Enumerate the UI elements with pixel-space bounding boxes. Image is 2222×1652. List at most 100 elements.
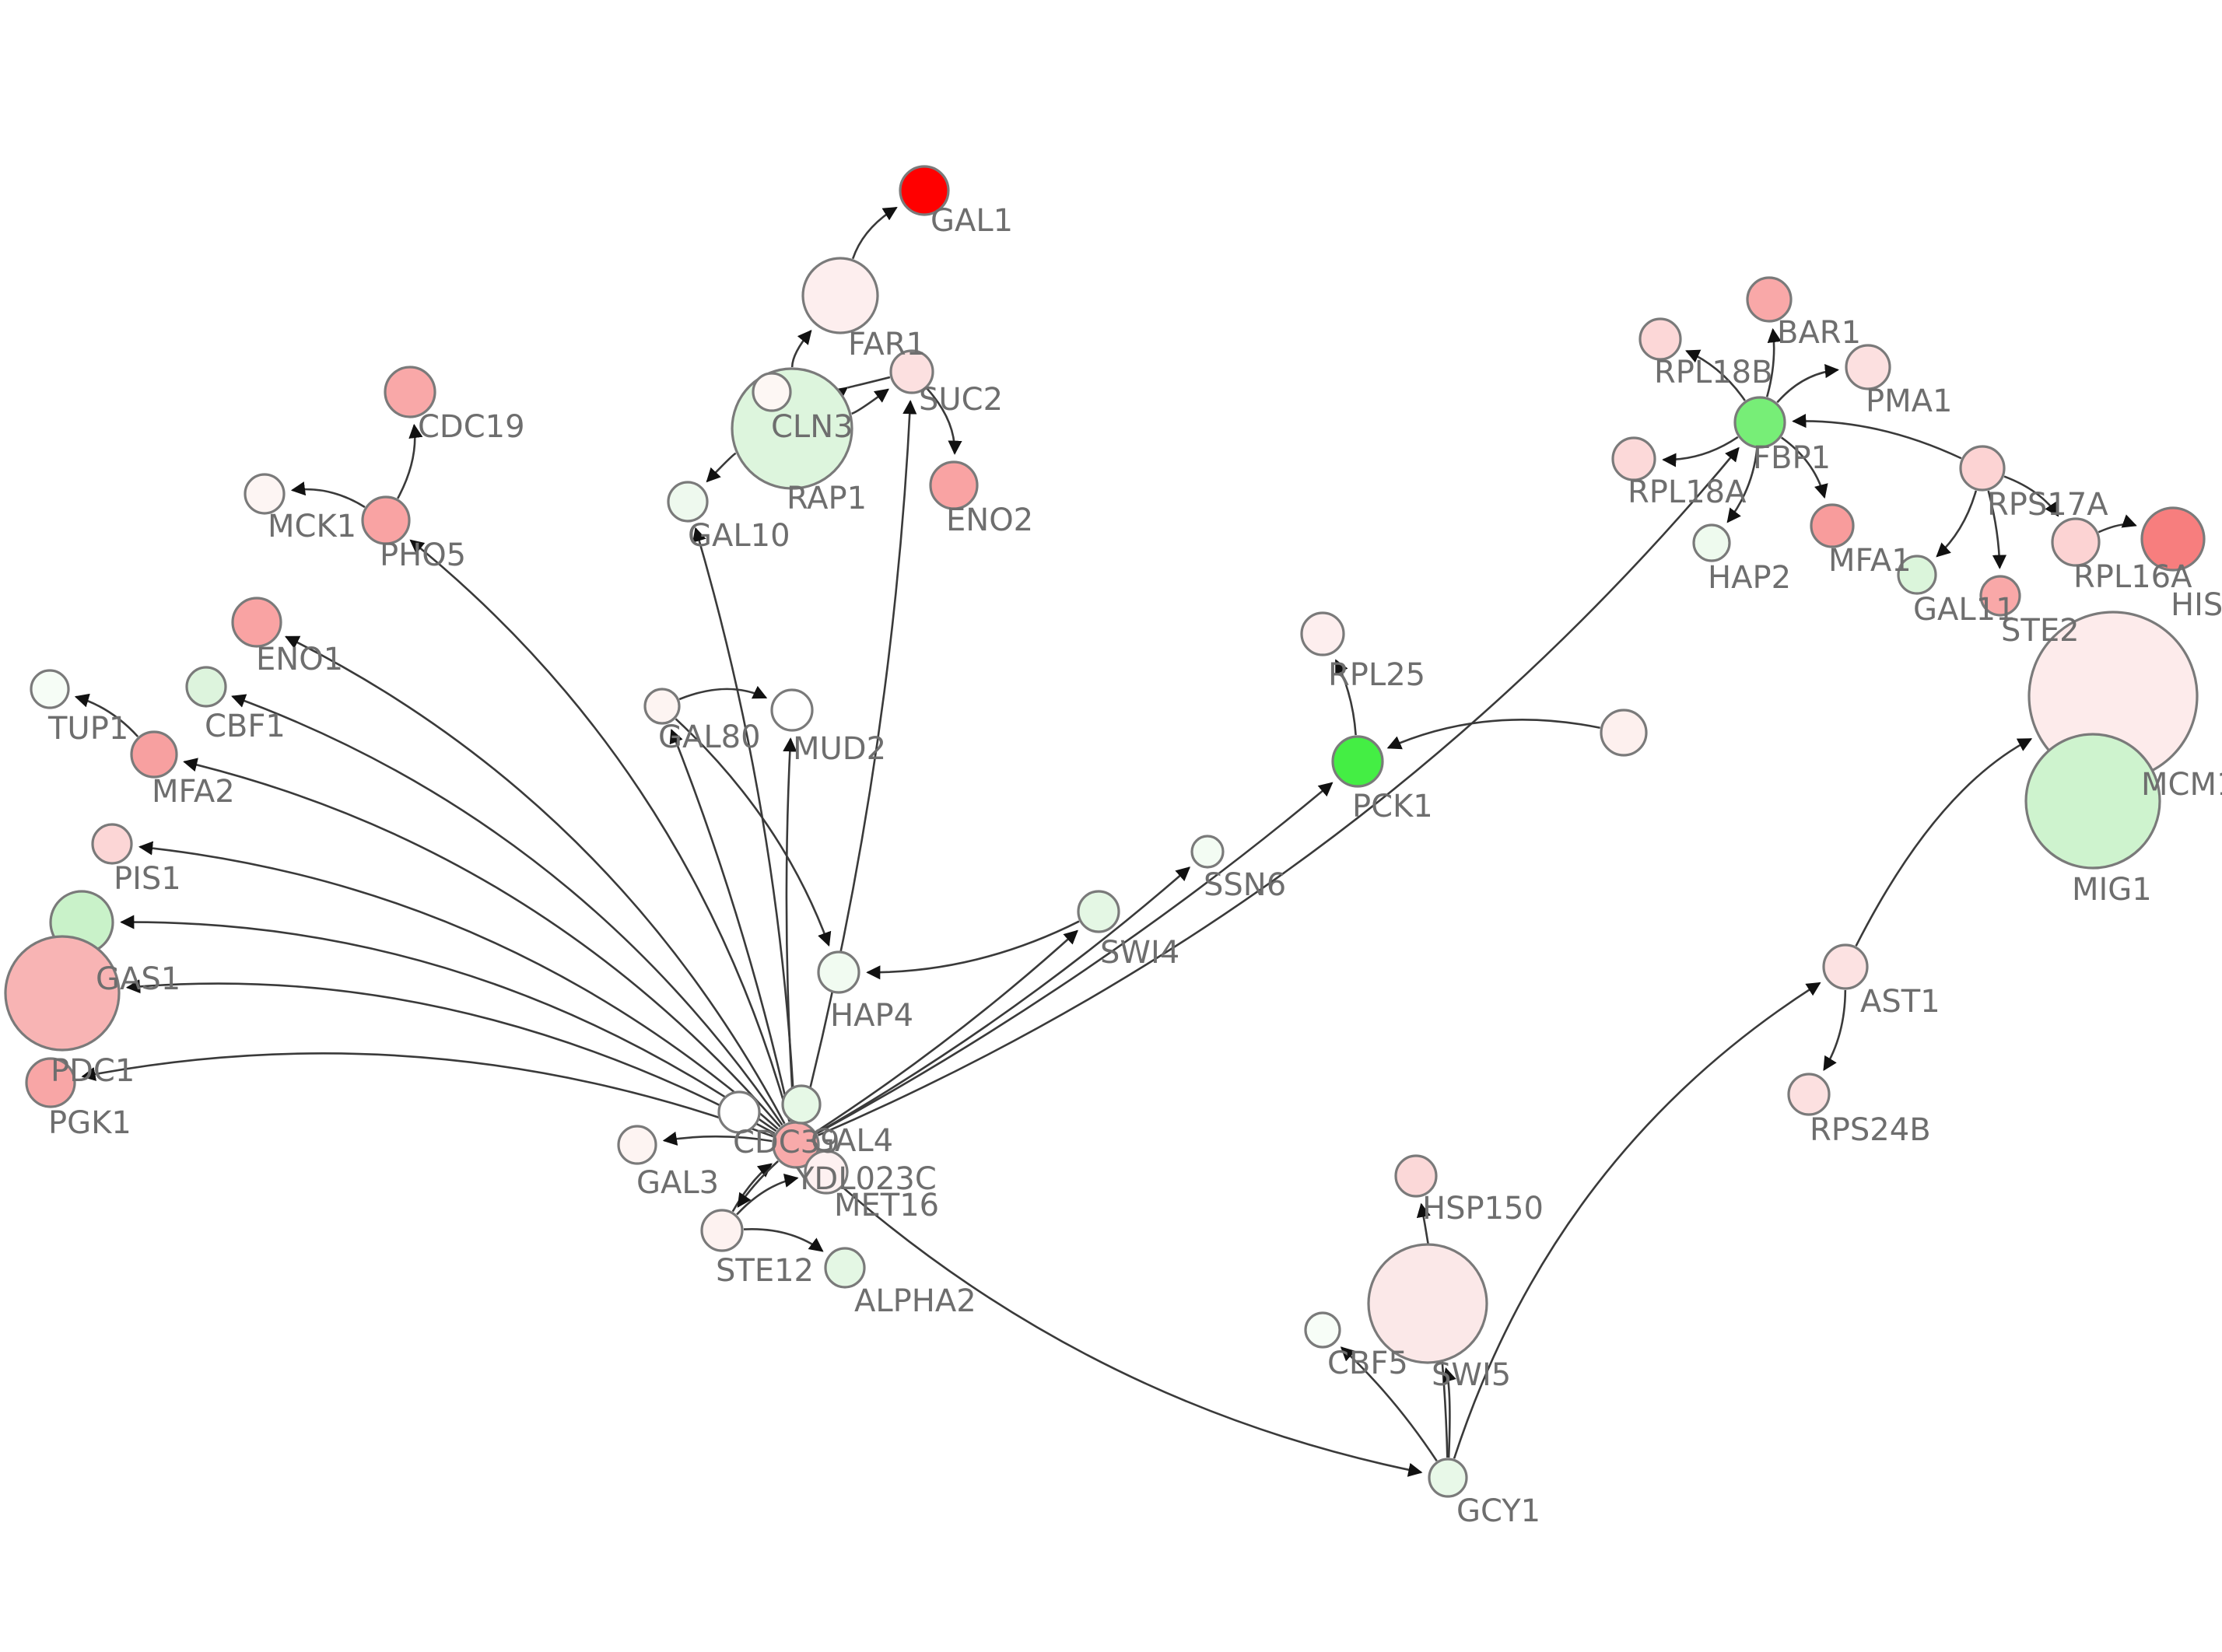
node-ssn6[interactable] — [1190, 835, 1225, 869]
node-mig1[interactable] — [2024, 733, 2161, 870]
node-cdc39[interactable] — [717, 1090, 761, 1134]
node-ast1[interactable] — [1822, 943, 1869, 990]
node-label-cdc19: CDC19 — [418, 409, 525, 445]
node-gcy1[interactable] — [1428, 1458, 1468, 1498]
node-rpl16a[interactable] — [2051, 517, 2101, 567]
node-hsp150[interactable] — [1394, 1154, 1438, 1198]
node-eno2[interactable] — [929, 460, 979, 510]
node-pis1[interactable] — [91, 823, 133, 865]
node-rap1[interactable] — [752, 372, 792, 412]
edge-gal4-to-suc2 — [801, 400, 917, 1122]
edge-gal4-to-gas1 — [120, 915, 777, 1132]
edge-suc2-to-eno2 — [926, 387, 962, 455]
node-label-pma1: PMA1 — [1866, 383, 1952, 419]
edge-cln3-to-suc2 — [851, 388, 889, 415]
edge-gcy1-to-cbf5 — [1340, 1346, 1438, 1462]
node-cbf5[interactable] — [1304, 1311, 1341, 1349]
node-fbp1[interactable] — [1733, 396, 1786, 449]
node-pck1[interactable] — [1331, 735, 1384, 788]
node-swi5[interactable] — [1367, 1243, 1488, 1364]
edge-gal4-to-swi4 — [815, 929, 1078, 1133]
node-unlbl1[interactable] — [1600, 709, 1648, 757]
node-met16[interactable] — [781, 1084, 822, 1125]
node-bar1[interactable] — [1746, 276, 1793, 323]
node-hap2[interactable] — [1692, 523, 1731, 562]
node-rpl25[interactable] — [1300, 611, 1345, 656]
node-label-hsp150: HSP150 — [1422, 1191, 1544, 1227]
node-pma1[interactable] — [1845, 344, 1891, 390]
node-rpl18b[interactable] — [1638, 317, 1682, 361]
node-mfa2[interactable] — [130, 730, 178, 779]
node-label-mfa1: MFA1 — [1828, 543, 1912, 579]
node-rps17a[interactable] — [1959, 445, 2006, 492]
node-gal80[interactable] — [643, 688, 681, 725]
node-pgk1[interactable] — [25, 1057, 76, 1108]
node-ste12[interactable] — [700, 1209, 744, 1252]
edge-ste12-to-ydl023c — [736, 1173, 799, 1216]
edge-fbp1-to-rpl18a — [1662, 436, 1739, 467]
node-gal3[interactable] — [617, 1125, 657, 1165]
node-label-mcm1: MCM1 — [2141, 767, 2222, 803]
node-far1[interactable] — [801, 257, 879, 334]
node-label-alpha2: ALPHA2 — [854, 1283, 976, 1319]
node-gal1[interactable] — [899, 165, 950, 216]
node-ste2[interactable] — [1979, 575, 2021, 617]
edge-gcy1-to-swi5 — [1442, 1367, 1456, 1458]
node-cdc19[interactable] — [384, 366, 436, 418]
node-label-swi4: SWI4 — [1100, 935, 1179, 971]
edge-gal4-to-mfa2 — [183, 758, 781, 1128]
edge-layer — [74, 206, 2137, 1477]
node-his4[interactable] — [2140, 506, 2206, 572]
node-gal11[interactable] — [1897, 555, 1937, 595]
node-label-rpl18a: RPL18A — [1628, 474, 1747, 510]
node-label-pck1: PCK1 — [1352, 789, 1433, 824]
node-mud2[interactable] — [770, 688, 814, 732]
edge-gal4-to-pho5 — [409, 539, 790, 1122]
edge-far1-to-gal1 — [851, 206, 898, 260]
edge-gal4-to-pgk1 — [81, 1052, 774, 1138]
node-tup1[interactable] — [30, 669, 70, 709]
node-label-rpl25: RPL25 — [1328, 657, 1425, 693]
node-hap4[interactable] — [817, 950, 860, 994]
node-label-mig1: MIG1 — [2072, 872, 2152, 908]
node-label-pho5: PHO5 — [380, 537, 466, 573]
node-label-gal11: GAL11 — [1913, 592, 2016, 628]
node-suc2[interactable] — [889, 349, 934, 394]
node-mfa1[interactable] — [1810, 503, 1855, 548]
node-label-pdc1: PDC1 — [51, 1053, 135, 1089]
node-label-eno1: ENO1 — [256, 642, 343, 677]
node-mck1[interactable] — [244, 473, 286, 515]
edge-pck1-to-rpl25 — [1334, 659, 1357, 736]
node-alpha2[interactable] — [824, 1247, 866, 1289]
node-eno1[interactable] — [231, 597, 282, 648]
node-gal10[interactable] — [667, 481, 709, 523]
node-label-ydl023c: YDL023C — [794, 1161, 937, 1197]
edge-gal4-to-ste12 — [737, 1160, 779, 1208]
edge-gal4-to-gal3 — [662, 1131, 773, 1146]
node-label-tup1: TUP1 — [47, 711, 128, 747]
node-pho5[interactable] — [361, 495, 411, 545]
node-label-ste12: STE12 — [716, 1253, 814, 1289]
node-label-rap1: RAP1 — [787, 481, 867, 516]
node-layer — [4, 165, 2206, 1498]
node-label-far1: FAR1 — [848, 327, 926, 362]
node-cbf1[interactable] — [185, 666, 227, 708]
edge-swi4-to-hap4 — [866, 920, 1080, 980]
node-label-his4: HIS4 — [2171, 587, 2222, 623]
node-label-pgk1: PGK1 — [48, 1105, 131, 1141]
node-rpl18a[interactable] — [1611, 436, 1656, 481]
node-rps24b[interactable] — [1787, 1073, 1831, 1116]
edge-gal4-to-gcy1 — [812, 1160, 1423, 1477]
node-label-ste2: STE2 — [2001, 613, 2080, 649]
node-label-gcy1: GCY1 — [1456, 1493, 1540, 1529]
node-pdc1[interactable] — [4, 935, 121, 1052]
edge-rps17a-to-ste2 — [1987, 490, 2007, 569]
edge-rps17a-to-gal11 — [1936, 490, 1978, 558]
edge-ste12-to-gal4 — [731, 1163, 773, 1213]
node-label-gal80: GAL80 — [658, 719, 761, 755]
node-swi4[interactable] — [1077, 890, 1120, 933]
edge-gal4-to-pdc1 — [125, 979, 776, 1135]
edge-gal4-to-pck1 — [816, 782, 1334, 1135]
node-ydl023c[interactable] — [804, 1150, 849, 1195]
node-label-gas1: GAS1 — [96, 961, 180, 997]
